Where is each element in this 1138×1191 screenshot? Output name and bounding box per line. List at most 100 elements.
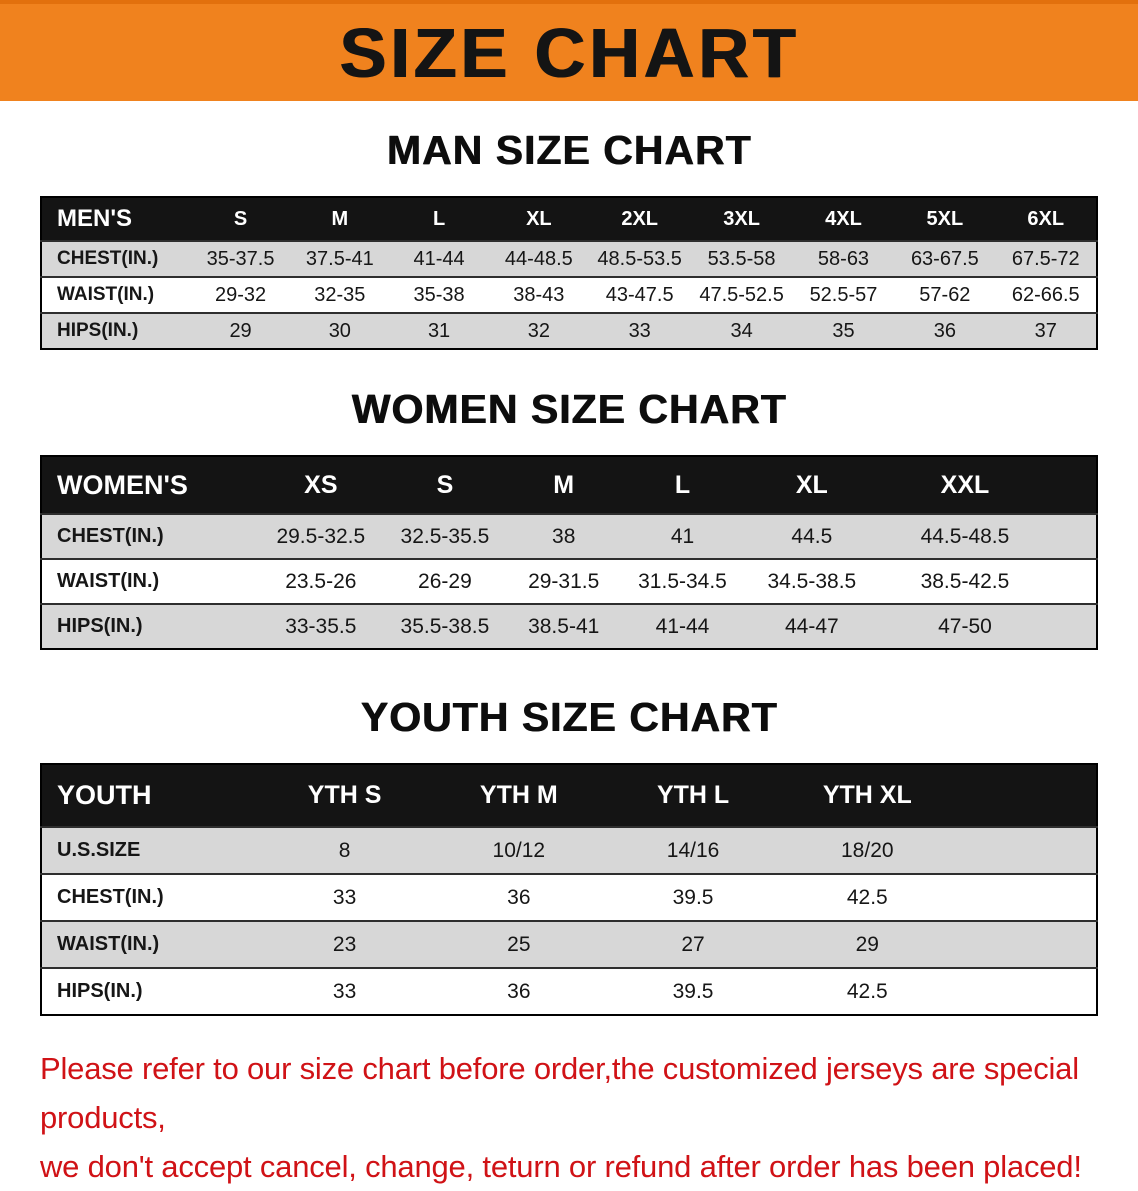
table-cell: 32 <box>488 312 589 349</box>
table-cell: 25 <box>431 920 606 968</box>
table-cell: 32-35 <box>290 276 390 313</box>
table-cell: 37.5-41 <box>290 240 390 277</box>
table-row: WAIST(IN.) 29-32 32-35 35-38 38-43 43-47.5 47.… <box>41 276 1097 313</box>
table-cell: 47-50 <box>880 603 1050 649</box>
table-cell: 41-44 <box>389 240 489 277</box>
table-cell: 33 <box>257 873 432 921</box>
table-cell: 42.5 <box>780 873 955 921</box>
table-cell-filler <box>954 967 1097 1015</box>
column-header: M <box>290 197 390 241</box>
table-row: CHEST(IN.) 29.5-32.5 32.5-35.5 38 41 44.5 44.5… <box>41 513 1097 559</box>
table-cell: 35.5-38.5 <box>384 603 506 649</box>
row-label: WAIST(IN.) <box>41 558 258 604</box>
table-cell: 41 <box>621 513 744 559</box>
column-header: L <box>621 456 744 514</box>
table-cell: 52.5-57 <box>792 276 895 313</box>
table-cell: 67.5-72 <box>995 240 1097 277</box>
table-cell: 29.5-32.5 <box>257 513 385 559</box>
column-header: L <box>389 197 489 241</box>
table-row: U.S.SIZE 8 10/12 14/16 18/20 <box>41 826 1097 874</box>
table-cell: 35 <box>792 312 895 349</box>
column-header: XXL <box>880 456 1050 514</box>
column-header-filler <box>1049 456 1097 514</box>
table-cell: 38 <box>505 513 622 559</box>
table-cell: 35-38 <box>389 276 489 313</box>
footer-line-2: we don't accept cancel, change, teturn o… <box>40 1149 1082 1184</box>
table-cell: 41-44 <box>621 603 744 649</box>
table-cell: 38-43 <box>488 276 589 313</box>
table-cell: 44-47 <box>743 603 881 649</box>
table-cell: 34.5-38.5 <box>743 558 881 604</box>
table-cell: 14/16 <box>605 826 781 874</box>
men-size-section: MAN SIZE CHART MEN'S S M L XL 2XL 3XL 4XL 5XL 6XL… <box>0 127 1138 350</box>
table-cell: 48.5-53.5 <box>589 240 691 277</box>
column-header: S <box>190 197 291 241</box>
table-cell: 36 <box>431 967 606 1015</box>
women-size-table: WOMEN'S XS S M L XL XXL CHEST(IN.) 29.5-32.5 32.5… <box>40 455 1098 650</box>
size-chart-banner: SIZE CHART <box>0 0 1138 101</box>
table-cell: 58-63 <box>792 240 895 277</box>
table-cell: 36 <box>431 873 606 921</box>
men-section-heading: MAN SIZE CHART <box>386 127 752 173</box>
column-header: 4XL <box>792 197 895 241</box>
column-header-filler <box>954 764 1097 827</box>
column-header: 6XL <box>995 197 1097 241</box>
column-header: XL <box>488 197 589 241</box>
table-cell: 8 <box>257 826 432 874</box>
table-cell: 39.5 <box>605 967 781 1015</box>
table-header-row: MEN'S S M L XL 2XL 3XL 4XL 5XL 6XL <box>41 197 1097 241</box>
row-label: U.S.SIZE <box>41 826 258 874</box>
table-title-cell: YOUTH <box>41 764 258 827</box>
table-cell: 44-48.5 <box>488 240 589 277</box>
table-row: HIPS(IN.) 33-35.5 35.5-38.5 38.5-41 41-44 44-… <box>41 603 1097 649</box>
table-cell-filler <box>954 873 1097 921</box>
table-cell: 35-37.5 <box>190 240 291 277</box>
column-header: YTH XL <box>780 764 955 827</box>
table-row: HIPS(IN.) 33 36 39.5 42.5 <box>41 967 1097 1015</box>
table-cell: 31 <box>389 312 489 349</box>
table-cell-filler <box>954 920 1097 968</box>
row-label: CHEST(IN.) <box>41 873 258 921</box>
table-cell: 37 <box>995 312 1097 349</box>
table-cell-filler <box>954 826 1097 874</box>
table-cell: 43-47.5 <box>589 276 691 313</box>
table-header-row: WOMEN'S XS S M L XL XXL <box>41 456 1097 514</box>
row-label: HIPS(IN.) <box>41 312 191 349</box>
column-header: YTH S <box>257 764 432 827</box>
table-cell: 44.5-48.5 <box>880 513 1050 559</box>
table-title-cell: WOMEN'S <box>41 456 258 514</box>
table-cell: 42.5 <box>780 967 955 1015</box>
table-row: CHEST(IN.) 35-37.5 37.5-41 41-44 44-48.5 48.5… <box>41 240 1097 277</box>
table-cell: 36 <box>894 312 996 349</box>
table-cell: 18/20 <box>780 826 955 874</box>
men-size-table: MEN'S S M L XL 2XL 3XL 4XL 5XL 6XL CHEST(IN.) 35-37… <box>40 196 1098 350</box>
table-cell: 10/12 <box>431 826 606 874</box>
table-cell: 47.5-52.5 <box>690 276 793 313</box>
table-row: CHEST(IN.) 33 36 39.5 42.5 <box>41 873 1097 921</box>
table-cell: 29 <box>780 920 955 968</box>
table-cell: 29-32 <box>190 276 291 313</box>
table-cell: 57-62 <box>894 276 996 313</box>
table-cell: 27 <box>605 920 781 968</box>
column-header: XS <box>257 456 385 514</box>
row-label: WAIST(IN.) <box>41 920 258 968</box>
table-cell-filler <box>1049 513 1097 559</box>
footer-line-1: Please refer to our size chart before or… <box>40 1051 1079 1135</box>
table-cell-filler <box>1049 603 1097 649</box>
table-row: WAIST(IN.) 23.5-26 26-29 29-31.5 31.5-34.5 34… <box>41 558 1097 604</box>
column-header: YTH L <box>605 764 781 827</box>
column-header: 3XL <box>690 197 793 241</box>
row-label: HIPS(IN.) <box>41 603 258 649</box>
table-cell: 62-66.5 <box>995 276 1097 313</box>
row-label: CHEST(IN.) <box>41 513 258 559</box>
table-cell: 23.5-26 <box>257 558 385 604</box>
table-cell: 38.5-42.5 <box>880 558 1050 604</box>
youth-size-section: YOUTH SIZE CHART YOUTH YTH S YTH M YTH L YTH… <box>0 694 1138 1016</box>
table-cell-filler <box>1049 558 1097 604</box>
table-cell: 26-29 <box>384 558 506 604</box>
column-header: XL <box>743 456 881 514</box>
table-header-row: YOUTH YTH S YTH M YTH L YTH XL <box>41 764 1097 827</box>
column-header: 2XL <box>589 197 691 241</box>
table-cell: 33 <box>257 967 432 1015</box>
table-cell: 29 <box>190 312 291 349</box>
